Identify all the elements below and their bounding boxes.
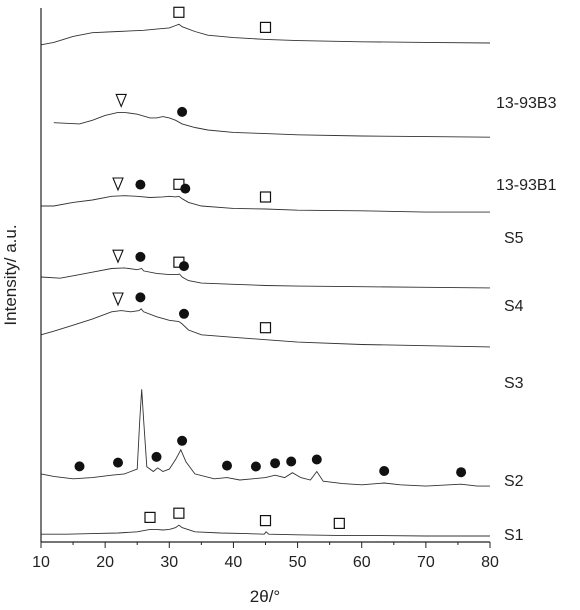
marker-open-triangle xyxy=(115,93,128,108)
marker-filled-circle xyxy=(151,451,162,462)
marker-open-square xyxy=(259,322,272,334)
marker-filled-circle xyxy=(456,467,467,478)
marker-filled-circle xyxy=(270,458,281,469)
sample-label-s4: S4 xyxy=(504,298,524,315)
marker-filled-circle xyxy=(222,460,232,471)
marker-open-square xyxy=(173,6,185,18)
trace-s2 xyxy=(40,389,490,487)
marker-filled-circle xyxy=(177,435,188,446)
marker-open-square xyxy=(259,21,272,33)
marker-filled-circle xyxy=(135,179,146,190)
x-tick-label: 10 xyxy=(32,554,50,571)
marker-filled-circle xyxy=(180,183,191,194)
x-tick-label: 70 xyxy=(417,554,435,571)
x-tick-label: 40 xyxy=(225,554,243,571)
trace-13-93b1 xyxy=(53,111,491,138)
marker-filled-circle xyxy=(113,457,123,468)
x-tick-label: 20 xyxy=(96,554,114,571)
sample-label-13-93b3: 13-93B3 xyxy=(496,95,557,112)
sample-label-s3: S3 xyxy=(504,375,524,392)
markers-layer xyxy=(74,6,467,530)
marker-open-square xyxy=(259,191,272,203)
marker-filled-circle xyxy=(311,454,322,465)
trace-s4 xyxy=(40,267,491,289)
trace-13-93b3 xyxy=(40,23,491,46)
sample-label-s2: S2 xyxy=(504,473,524,490)
marker-open-square xyxy=(259,514,272,527)
marker-filled-circle xyxy=(286,456,297,467)
x-tick-label: 80 xyxy=(481,554,499,571)
marker-filled-circle xyxy=(177,106,188,117)
sample-label-s1: S1 xyxy=(504,527,524,544)
traces-layer xyxy=(40,23,491,537)
marker-filled-circle xyxy=(179,261,189,272)
y-axis-label: Intensity/ a.u. xyxy=(1,224,20,325)
sample-labels-layer: 13-93B3 13-93B1 S5 S4 S3 S2 S1 xyxy=(496,95,557,544)
marker-filled-circle xyxy=(179,308,189,319)
marker-filled-circle xyxy=(74,461,85,472)
x-tick-label: 30 xyxy=(160,554,178,571)
trace-s5 xyxy=(41,195,490,213)
marker-filled-circle xyxy=(250,461,261,472)
marker-filled-circle xyxy=(135,251,146,262)
sample-label-13-93b1: 13-93B1 xyxy=(496,177,557,194)
marker-open-square xyxy=(333,517,345,530)
marker-open-square xyxy=(173,507,185,519)
x-axis-label: 2θ/° xyxy=(250,587,280,606)
x-ticks-layer: 10 20 30 40 50 60 70 80 xyxy=(32,542,499,571)
marker-open-triangle xyxy=(112,177,124,192)
x-tick-label: 60 xyxy=(353,554,371,571)
marker-open-square xyxy=(144,511,156,524)
marker-filled-circle xyxy=(379,466,390,476)
trace-s1 xyxy=(41,524,490,537)
marker-filled-circle xyxy=(135,292,146,303)
sample-label-s5: S5 xyxy=(504,230,524,247)
marker-open-triangle xyxy=(112,292,124,307)
trace-s3 xyxy=(40,308,491,348)
marker-open-triangle xyxy=(112,249,124,264)
x-tick-label: 50 xyxy=(289,554,307,571)
